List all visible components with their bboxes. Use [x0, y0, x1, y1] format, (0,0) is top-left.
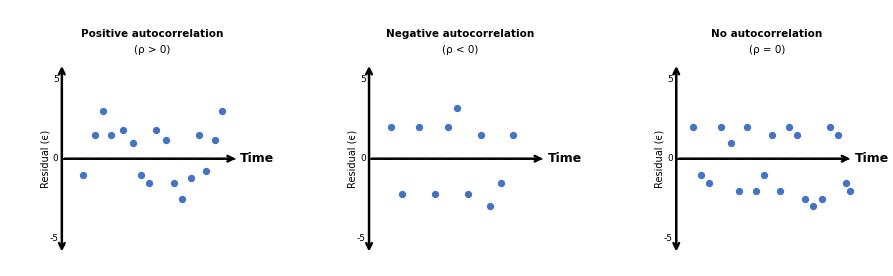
Point — [822, 125, 837, 129]
Point — [142, 181, 156, 185]
Point — [76, 172, 90, 177]
Point — [694, 172, 708, 177]
Text: Time: Time — [240, 152, 274, 165]
Text: Positive autocorrelation: Positive autocorrelation — [81, 29, 224, 39]
Point — [702, 181, 716, 185]
Text: Time: Time — [855, 152, 889, 165]
Point — [505, 132, 520, 137]
Point — [184, 176, 198, 180]
Point — [208, 137, 222, 142]
Point — [395, 192, 409, 196]
Point — [798, 196, 813, 201]
Point — [723, 140, 738, 145]
Point — [789, 132, 804, 137]
Point — [88, 132, 102, 137]
Text: (ρ > 0): (ρ > 0) — [135, 45, 171, 55]
Point — [806, 204, 821, 209]
Text: 0: 0 — [53, 154, 59, 163]
Text: -5: -5 — [664, 234, 673, 243]
Point — [449, 105, 463, 110]
Point — [215, 109, 230, 113]
Point — [96, 109, 110, 113]
Text: 0: 0 — [667, 154, 673, 163]
Point — [773, 188, 788, 193]
Point — [714, 125, 728, 129]
Text: 0: 0 — [360, 154, 366, 163]
Point — [839, 181, 854, 185]
Point — [814, 196, 829, 201]
Point — [383, 125, 397, 129]
Point — [167, 181, 181, 185]
Point — [192, 132, 206, 137]
Point — [843, 188, 857, 193]
Point — [461, 192, 475, 196]
Point — [831, 132, 846, 137]
Text: Residual (ϵ): Residual (ϵ) — [40, 129, 50, 188]
Point — [756, 172, 771, 177]
Point — [116, 128, 130, 132]
Text: -5: -5 — [356, 234, 366, 243]
Point — [175, 196, 189, 201]
Text: 5: 5 — [360, 75, 366, 84]
Point — [474, 132, 488, 137]
Point — [781, 125, 796, 129]
Point — [686, 125, 700, 129]
Point — [412, 125, 426, 129]
Text: 5: 5 — [53, 75, 59, 84]
Point — [159, 137, 173, 142]
Text: Negative autocorrelation: Negative autocorrelation — [386, 29, 534, 39]
Text: Residual (ϵ): Residual (ϵ) — [655, 129, 664, 188]
Point — [198, 169, 213, 174]
Point — [748, 188, 763, 193]
Text: 5: 5 — [667, 75, 673, 84]
Point — [494, 181, 508, 185]
Text: No autocorrelation: No autocorrelation — [712, 29, 822, 39]
Text: Residual (ϵ): Residual (ϵ) — [347, 129, 357, 188]
Text: -5: -5 — [49, 234, 59, 243]
Text: (ρ < 0): (ρ < 0) — [442, 45, 478, 55]
Point — [126, 140, 140, 145]
Point — [134, 172, 148, 177]
Point — [104, 132, 119, 137]
Point — [765, 132, 780, 137]
Text: (ρ = 0): (ρ = 0) — [749, 45, 785, 55]
Point — [482, 204, 497, 209]
Text: Time: Time — [547, 152, 581, 165]
Point — [732, 188, 747, 193]
Point — [740, 125, 755, 129]
Point — [441, 125, 455, 129]
Point — [428, 192, 442, 196]
Point — [149, 128, 163, 132]
